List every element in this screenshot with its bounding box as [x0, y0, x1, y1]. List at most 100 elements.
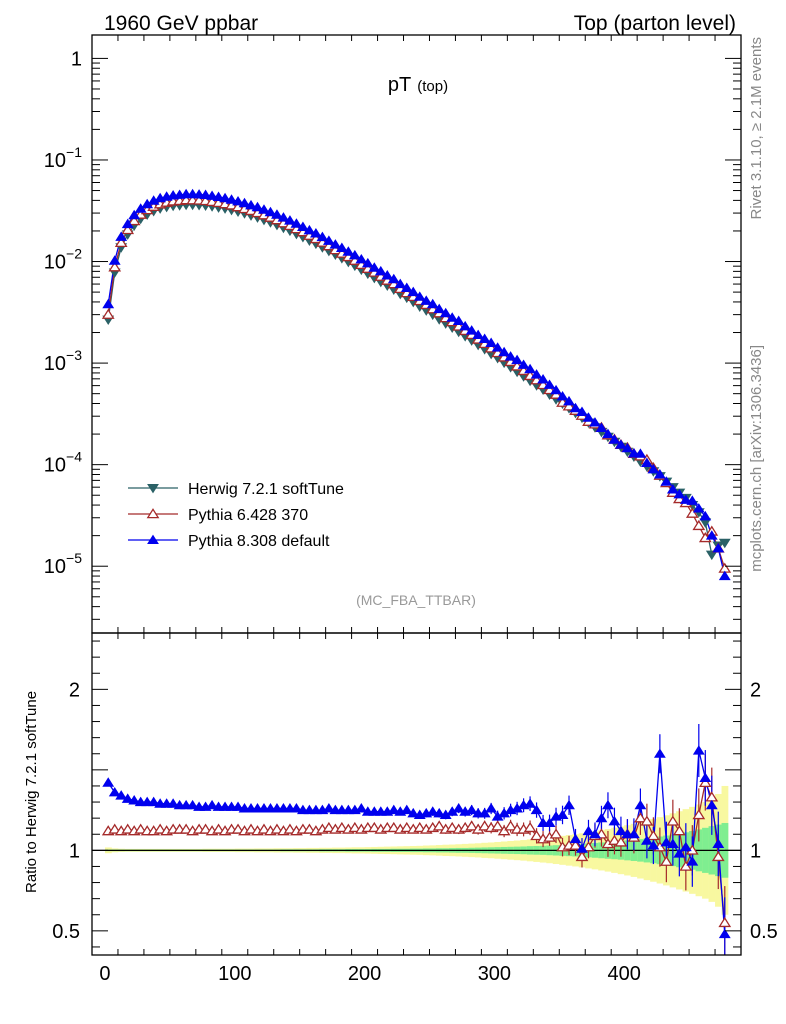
- ratio-point-s1-4: [128, 795, 141, 805]
- ratio-point-s1-91: [692, 745, 705, 755]
- main-point-s2-82: [634, 448, 647, 458]
- main-point-s2-72: [569, 402, 582, 413]
- header-right: Top (parton level): [574, 12, 736, 35]
- ratio-point-s1-39: [355, 803, 368, 813]
- ratio-point-s0-61: [497, 825, 511, 836]
- ratio-point-s0-79: [614, 836, 628, 847]
- main-point-s1-3: [121, 223, 135, 235]
- rivet-label: Rivet 3.1.10, ≥ 2.1M events: [748, 37, 765, 220]
- main-y-tick-exp: −4: [66, 449, 82, 465]
- ratio-point-s0-24: [257, 823, 271, 834]
- ratio-point-s1-34: [322, 803, 335, 813]
- main-point-s2-27: [277, 212, 290, 222]
- main-point-s2-37: [342, 246, 355, 256]
- main-y-tick-base: 10: [44, 353, 66, 375]
- main-y-tick-label: 10−4: [44, 449, 82, 477]
- ratio-point-s0-74: [582, 841, 595, 852]
- ratio-point-s0-31: [303, 823, 316, 834]
- main-y-tick-exp: −1: [66, 144, 82, 160]
- ratio-point-s0-51: [432, 820, 446, 831]
- ratio-point-s0-26: [270, 823, 284, 834]
- main-y-tick-base: 10: [44, 455, 66, 477]
- ratio-point-s0-15: [199, 823, 212, 834]
- analysis-label: (MC_FBA_TTBAR): [356, 592, 476, 608]
- legend-marker-1: [146, 508, 160, 519]
- ratio-point-s0-17: [212, 823, 225, 834]
- ratio-point-s1-3: [121, 793, 134, 803]
- main-y-tick-label: 10−2: [44, 246, 82, 274]
- ratio-point-s0-60: [491, 820, 504, 831]
- main-point-s2-31: [303, 224, 316, 235]
- ratio-point-s1-93: [705, 799, 718, 810]
- main-point-s2-68: [543, 379, 556, 389]
- main-title-main: pT: [388, 74, 411, 96]
- ratio-point-s0-66: [530, 829, 543, 841]
- ratio-point-s1-46: [400, 804, 413, 815]
- main-point-s2-51: [433, 303, 446, 314]
- ratio-point-s0-78: [608, 834, 621, 845]
- main-y-tick-base: 10: [44, 150, 66, 172]
- main-point-s2-16: [206, 190, 218, 200]
- ratio-point-s1-76: [595, 812, 608, 823]
- ratio-point-s1-29: [290, 803, 303, 813]
- x-tick-label: 200: [348, 963, 381, 985]
- main-point-s2-95: [718, 570, 731, 581]
- ratio-point-s0-38: [348, 821, 362, 833]
- ratio-point-s0-84: [647, 829, 660, 841]
- main-point-s2-64: [517, 359, 530, 369]
- ratio-point-s1-59: [485, 803, 498, 813]
- main-point-s2-91: [692, 503, 705, 513]
- ratio-point-s1-54: [452, 803, 465, 813]
- main-point-s0-93: [705, 550, 718, 561]
- x-tick-label: 300: [478, 963, 511, 985]
- main-point-s2-73: [576, 406, 588, 417]
- ratio-point-s1-94: [712, 838, 725, 848]
- main-point-s2-58: [478, 333, 491, 343]
- main-point-s2-78: [608, 434, 621, 444]
- ratio-point-s1-10: [167, 798, 180, 808]
- main-point-s2-17: [212, 191, 225, 202]
- main-point-s1-71: [562, 400, 576, 411]
- main-panel: 110−110−210−310−410−5pT (top)(MC_FBA_TTBA…: [44, 34, 742, 634]
- main-point-s2-86: [660, 476, 673, 486]
- main-point-s2-15: [199, 189, 212, 200]
- ratio-point-s0-3: [121, 823, 135, 834]
- main-point-s2-23: [251, 201, 264, 212]
- main-point-s2-28: [284, 215, 296, 225]
- ratio-point-s1-72: [569, 833, 582, 844]
- main-point-s2-20: [232, 195, 244, 206]
- main-point-s2-88: [673, 488, 686, 499]
- main-point-s2-61: [498, 346, 511, 357]
- main-point-s2-54: [452, 315, 465, 325]
- ratio-y-tick-label: 2: [69, 679, 80, 701]
- ratio-point-s1-85: [653, 748, 666, 758]
- ratio-point-s1-92: [699, 772, 712, 782]
- ratio-point-s1-95: [718, 928, 731, 939]
- ratio-point-s1-50: [426, 806, 439, 816]
- legend-marker-0: [147, 483, 159, 494]
- ratio-point-s0-95: [718, 916, 732, 928]
- ratio-point-s0-92: [698, 776, 712, 788]
- main-point-s2-1: [108, 255, 121, 265]
- ratio-frame: [91, 632, 742, 956]
- main-point-s2-56: [465, 325, 478, 335]
- main-point-s2-55: [459, 320, 472, 331]
- main-point-s2-26: [271, 209, 283, 219]
- main-y-tick-exp: −5: [66, 550, 82, 566]
- ratio-point-s1-70: [556, 809, 569, 819]
- ratio-point-s0-1: [108, 823, 122, 834]
- main-point-s2-94: [712, 542, 725, 553]
- ratio-point-s0-88: [672, 825, 686, 836]
- main-point-s2-84: [647, 463, 660, 474]
- main-point-s2-32: [309, 228, 322, 238]
- main-point-s2-62: [504, 351, 517, 361]
- main-point-s2-46: [400, 282, 413, 292]
- ratio-point-s1-68: [543, 817, 556, 828]
- ratio-point-s0-12: [179, 823, 193, 834]
- ratio-point-s1-82: [634, 799, 647, 810]
- main-point-s2-42: [374, 265, 387, 276]
- main-point-s2-29: [290, 218, 303, 228]
- ratio-point-s1-2: [115, 790, 128, 800]
- ratio-point-s0-94: [711, 850, 725, 862]
